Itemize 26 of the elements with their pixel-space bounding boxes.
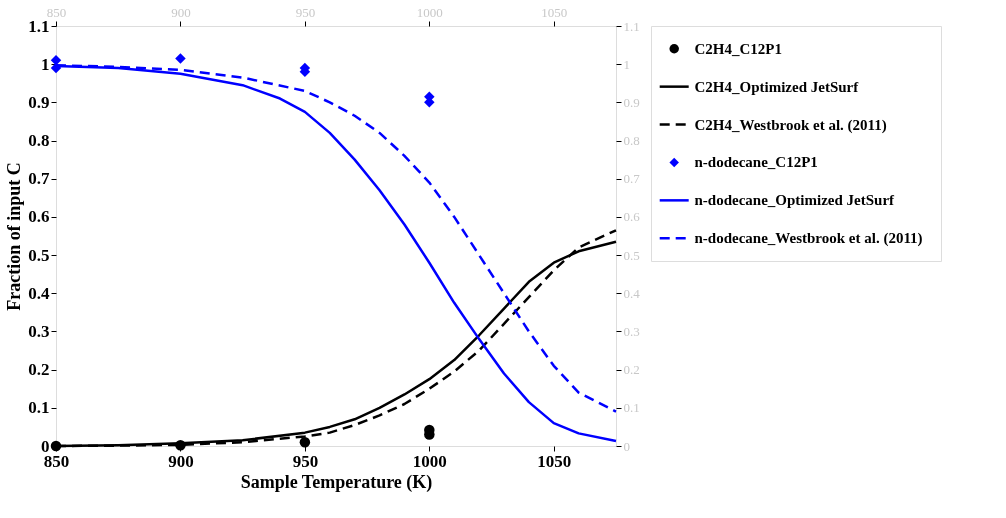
y-tick-label: 0.9 <box>28 92 50 112</box>
y-axis-title: Fraction of input C <box>4 162 25 311</box>
y-tick-label: 0.7 <box>28 169 50 189</box>
y-tick-label: 0.8 <box>28 131 50 151</box>
y-tick-label: 0.6 <box>28 207 50 227</box>
point <box>299 436 311 448</box>
legend-label: C2H4_Optimized JetSurf <box>694 78 860 95</box>
y-tick-label: 0.5 <box>28 245 50 265</box>
x-tick-label: 950 <box>292 451 319 471</box>
legend-label: C2H4_Westbrook et al. (2011) <box>694 116 887 134</box>
x-tick-label: 900 <box>168 451 194 471</box>
y-tick-label: 0.1 <box>28 398 50 418</box>
y-tick-label: 0.3 <box>28 321 50 341</box>
y-tick-label: 0.4 <box>28 283 50 303</box>
x-tick-label: 1000 <box>412 451 447 471</box>
legend-label: n-dodecane_Westbrook et al. (2011) <box>694 230 923 248</box>
x-axis-title: Sample Temperature (K) <box>240 471 433 493</box>
legend-label: n-dodecane_Optimized JetSurf <box>694 192 896 209</box>
x-tick-label: 1050 <box>537 451 572 471</box>
point <box>175 53 186 64</box>
legend-label: n-dodecane_C12P1 <box>694 154 818 171</box>
y-tick-label: 1 <box>41 54 50 74</box>
point <box>50 440 62 452</box>
legend-label: C2H4_C12P1 <box>694 40 782 57</box>
y-tick-label: 0.2 <box>28 360 50 380</box>
y-tick-label: 1.1 <box>28 16 50 36</box>
